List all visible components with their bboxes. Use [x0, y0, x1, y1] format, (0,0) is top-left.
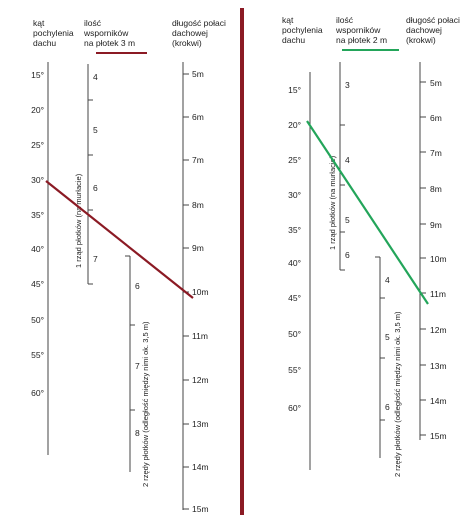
right-length-tick: 12m [430, 325, 447, 335]
right-row2-tick: 5 [385, 332, 390, 342]
right-row1-minor-ticks [340, 124, 345, 271]
right-length-tick: 13m [430, 361, 447, 371]
right-length-tick: 6m [430, 113, 442, 123]
right-length-header-line3: (krokwi) [406, 35, 436, 45]
left-length-tick: 9m [192, 243, 204, 253]
left-angle-header-line3: dachu [33, 38, 56, 48]
left-length-tick: 6m [192, 112, 204, 122]
right-row1-tick: 5 [345, 215, 350, 225]
right-angle-header-line2: pochylenia [282, 25, 323, 35]
left-row2-tick: 7 [135, 361, 140, 371]
left-row1-label: 1 rząd płotków (na murłacie) [74, 173, 83, 268]
right-supports-header-line2: wsporników [335, 25, 381, 35]
left-row1-tick: 7 [93, 254, 98, 264]
right-angle-tick: 40° [288, 258, 301, 268]
right-row2-minor-ticks [375, 256, 385, 421]
left-nomogram: kąt pochylenia dachu ilość wsporników na… [31, 18, 226, 514]
left-angle-tick: 25° [31, 140, 44, 150]
left-supports-header-line2: wsporników [83, 28, 129, 38]
left-row1-tick: 6 [93, 183, 98, 193]
left-length-tick: 10m [192, 287, 209, 297]
left-angle-tick: 45° [31, 279, 44, 289]
right-length-tick: 14m [430, 396, 447, 406]
left-length-header-line3: (krokwi) [172, 38, 202, 48]
left-angle-tick: 50° [31, 315, 44, 325]
right-length-header-line2: dachowej [406, 25, 442, 35]
left-length-tick: 5m [192, 69, 204, 79]
left-length-tick: 14m [192, 462, 209, 472]
right-length-tick: 15m [430, 431, 447, 441]
left-row1-tick: 5 [93, 125, 98, 135]
right-angle-tick: 55° [288, 365, 301, 375]
right-angle-header-line3: dachu [282, 35, 305, 45]
left-length-tick: 8m [192, 200, 204, 210]
right-row1-label: 1 rząd płotków (na murłacie) [328, 155, 337, 250]
right-length-tick: 7m [430, 148, 442, 158]
left-row2-tick: 6 [135, 281, 140, 291]
panel-divider [240, 8, 244, 515]
left-angle-ticks: 15° 20° 25° 30° 35° 40° 45° 50° 55° 60° [31, 70, 44, 398]
right-row2-label: 2 rzędy płotków (odległość między nimi o… [393, 311, 402, 477]
right-length-header-line1: długość połaci [406, 15, 460, 25]
right-angle-tick: 45° [288, 293, 301, 303]
right-example-line [306, 120, 429, 305]
left-length-header-line1: długość połaci [172, 18, 226, 28]
right-supports-header-line3: na płotek 2 m [336, 35, 387, 45]
right-supports-header-line1: ilość [336, 15, 354, 25]
right-row2-tick: 6 [385, 402, 390, 412]
left-angle-header-line2: pochylenia [33, 28, 74, 38]
right-length-tick: 5m [430, 78, 442, 88]
right-row1-tick: 3 [345, 80, 350, 90]
left-angle-tick: 30° [31, 175, 44, 185]
left-length-tick: 13m [192, 419, 209, 429]
right-length-tick: 9m [430, 220, 442, 230]
left-row2-minor-ticks [125, 255, 135, 411]
left-row2-label: 2 rzędy płotków (odległość między nimi o… [141, 321, 150, 487]
right-length-minor-ticks [420, 81, 426, 436]
right-nomogram: kąt pochylenia dachu ilość wsporników na… [282, 15, 460, 477]
right-angle-tick: 50° [288, 329, 301, 339]
right-row2-tick: 4 [385, 275, 390, 285]
left-angle-tick: 40° [31, 244, 44, 254]
left-angle-header-line1: kąt [33, 18, 45, 28]
left-row1-tick: 4 [93, 72, 98, 82]
right-length-tick: 10m [430, 254, 447, 264]
right-length-tick: 11m [430, 289, 446, 299]
right-length-tick: 8m [430, 184, 442, 194]
left-length-tick: 15m [192, 504, 209, 514]
left-supports-header-line1: ilość [84, 18, 102, 28]
right-angle-tick: 60° [288, 403, 301, 413]
left-row2-tick: 8 [135, 428, 140, 438]
left-angle-tick: 35° [31, 210, 44, 220]
left-angle-tick: 55° [31, 350, 44, 360]
right-row1-tick: 6 [345, 250, 350, 260]
right-angle-tick: 15° [288, 85, 301, 95]
left-length-header-line2: dachowej [172, 28, 208, 38]
left-length-tick: 7m [192, 155, 204, 165]
right-angle-tick: 20° [288, 120, 301, 130]
left-angle-tick: 60° [31, 388, 44, 398]
left-angle-tick: 20° [31, 105, 44, 115]
left-length-tick: 12m [192, 375, 209, 385]
right-angle-header-line1: kąt [282, 15, 294, 25]
left-example-line [45, 180, 194, 299]
left-supports-header-line3: na płotek 3 m [84, 38, 135, 48]
left-angle-tick: 15° [31, 70, 44, 80]
right-angle-tick: 25° [288, 155, 301, 165]
left-row1-minor-ticks [88, 99, 93, 285]
right-row1-tick: 4 [345, 155, 350, 165]
right-angle-tick: 30° [288, 190, 301, 200]
right-angle-tick: 35° [288, 225, 301, 235]
left-length-tick: 11m [192, 331, 208, 341]
